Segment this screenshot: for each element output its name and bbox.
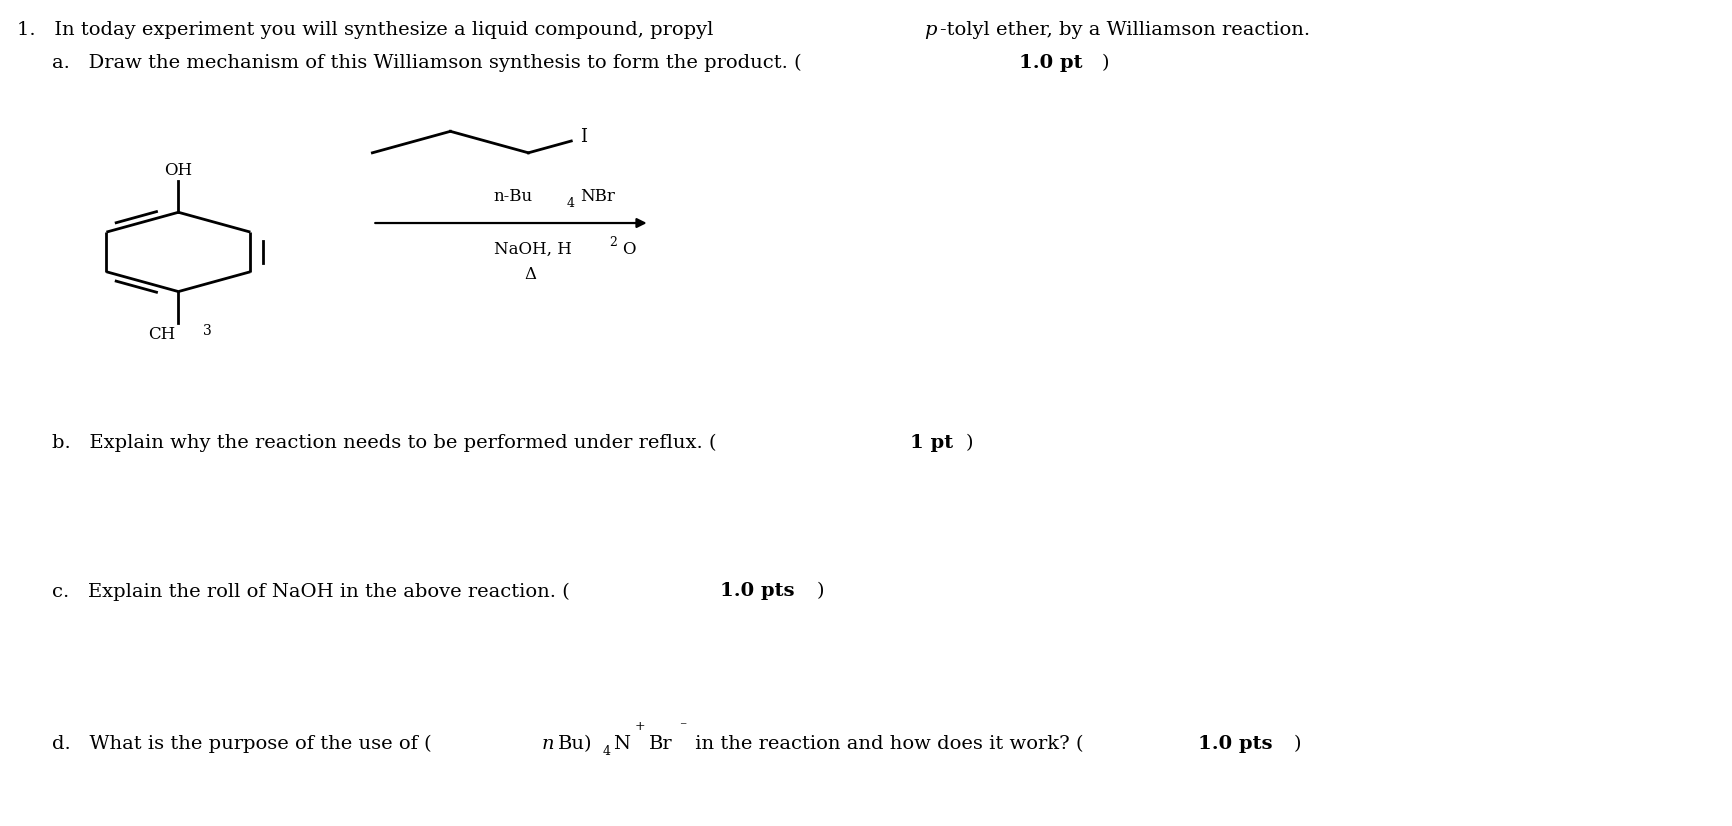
Text: 1.0 pt: 1.0 pt — [1020, 54, 1082, 72]
Text: 3: 3 — [203, 324, 211, 338]
Text: CH: CH — [147, 326, 175, 344]
Text: ): ) — [965, 434, 973, 452]
Text: 4: 4 — [566, 197, 575, 210]
Text: b.   Explain why the reaction needs to be performed under reflux. (: b. Explain why the reaction needs to be … — [52, 434, 717, 452]
Text: ): ) — [1294, 735, 1301, 753]
Text: n-Bu: n-Bu — [494, 188, 533, 205]
Text: ): ) — [1102, 54, 1108, 72]
Text: 4: 4 — [603, 745, 611, 758]
Text: ⁻: ⁻ — [679, 720, 686, 734]
Text: NaOH, H: NaOH, H — [494, 241, 572, 259]
Text: NBr: NBr — [580, 188, 615, 205]
Text: OH: OH — [165, 162, 192, 179]
Text: +: + — [636, 720, 646, 733]
Text: N: N — [613, 735, 630, 753]
Text: c.   Explain the roll of NaOH in the above reaction. (: c. Explain the roll of NaOH in the above… — [52, 582, 570, 601]
Text: 1.0 pts: 1.0 pts — [721, 582, 795, 601]
Text: n: n — [542, 735, 554, 753]
Text: I: I — [580, 128, 587, 146]
Text: Bu): Bu) — [558, 735, 592, 753]
Text: p: p — [923, 21, 937, 39]
Text: 1.0 pts: 1.0 pts — [1199, 735, 1273, 753]
Text: O: O — [622, 241, 636, 259]
Text: d.   What is the purpose of the use of (: d. What is the purpose of the use of ( — [52, 735, 431, 753]
Text: 2: 2 — [610, 236, 618, 249]
Text: a.   Draw the mechanism of this Williamson synthesis to form the product. (: a. Draw the mechanism of this Williamson… — [52, 54, 802, 72]
Text: Br: Br — [648, 735, 672, 753]
Text: -tolyl ether, by a Williamson reaction.: -tolyl ether, by a Williamson reaction. — [940, 21, 1309, 39]
Text: Δ: Δ — [525, 266, 537, 283]
Text: in the reaction and how does it work? (: in the reaction and how does it work? ( — [689, 735, 1082, 753]
Text: 1.   In today experiment you will synthesize a liquid compound, propyl: 1. In today experiment you will synthesi… — [17, 21, 721, 39]
Text: ): ) — [816, 582, 824, 601]
Text: 1 pt: 1 pt — [909, 434, 953, 452]
